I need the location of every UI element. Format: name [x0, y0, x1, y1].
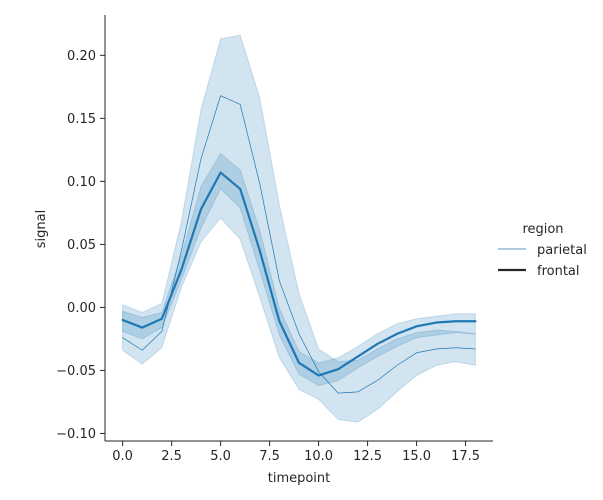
ci-band-frontal: [122, 152, 476, 387]
x-tick-label: 15.0: [402, 449, 431, 464]
y-ticks: −0.10 −0.05 0.00 0.05 0.10 0.15 0.20: [56, 49, 105, 442]
series-line-frontal: [121, 171, 477, 377]
y-tick-label: −0.05: [56, 364, 96, 379]
x-tick-label: 12.5: [353, 449, 382, 464]
x-tick-label: 5.0: [210, 449, 231, 464]
legend: region parietal frontal: [498, 222, 587, 279]
confidence-bands: [122, 34, 476, 423]
y-tick-label: 0.00: [67, 301, 96, 316]
legend-label-parietal: parietal: [537, 243, 587, 258]
legend-label-frontal: frontal: [537, 264, 580, 279]
y-tick-label: 0.20: [67, 49, 96, 64]
series-lines: [121, 95, 477, 394]
y-tick-label: −0.10: [56, 427, 96, 442]
x-axis-label: timepoint: [268, 471, 331, 486]
y-axis-label: signal: [34, 210, 49, 248]
x-tick-label: 10.0: [304, 449, 333, 464]
x-ticks: 0.0 2.5 5.0 7.5 10.0 12.5 15.0 17.5: [112, 441, 480, 464]
legend-title: region: [522, 222, 563, 237]
ci-band-parietal: [122, 34, 476, 423]
y-tick-label: 0.05: [67, 238, 96, 253]
y-tick-label: 0.15: [67, 112, 96, 127]
x-tick-label: 0.0: [112, 449, 133, 464]
x-tick-label: 2.5: [161, 449, 182, 464]
x-tick-label: 17.5: [451, 449, 480, 464]
y-tick-label: 0.10: [67, 175, 96, 190]
series-line-parietal: [122, 95, 476, 394]
x-tick-label: 7.5: [259, 449, 280, 464]
